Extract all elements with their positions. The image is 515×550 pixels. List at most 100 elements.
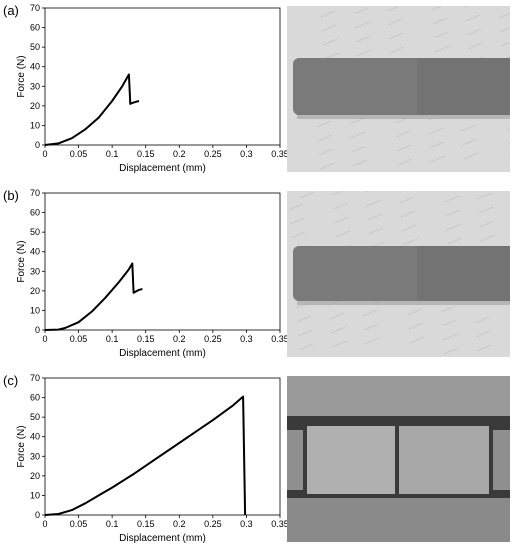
series-line bbox=[44, 395, 247, 516]
surface-texture bbox=[353, 7, 369, 15]
x-tick-label: 0.15 bbox=[137, 149, 155, 159]
surface-texture bbox=[400, 210, 416, 218]
y-tick-label: 40 bbox=[30, 247, 40, 257]
surface-texture bbox=[498, 12, 510, 19]
y-tick-label: 50 bbox=[30, 412, 40, 422]
surface-texture bbox=[462, 138, 478, 146]
x-tick-label: 0 bbox=[42, 519, 47, 529]
surface-texture bbox=[402, 238, 418, 246]
surface-texture bbox=[480, 234, 496, 242]
x-tick-label: 0.25 bbox=[204, 519, 222, 529]
force-displacement-chart: 0 0.05 0.1 0.15 0.2 0.25 0.3 0.35 0 10 20 30 40 50 60 7… bbox=[16, 188, 289, 359]
surface-texture bbox=[463, 152, 479, 160]
surface-texture bbox=[299, 191, 315, 199]
surface-texture bbox=[331, 340, 347, 348]
x-tick-label: 0.1 bbox=[106, 149, 119, 159]
specimen-photo bbox=[287, 376, 510, 542]
y-tick-label: 20 bbox=[30, 101, 40, 111]
surface-texture bbox=[395, 130, 411, 138]
surface-texture bbox=[317, 134, 333, 142]
y-tick-label: 30 bbox=[30, 451, 40, 461]
y-tick-label: 40 bbox=[30, 62, 40, 72]
x-tick-label: 0.2 bbox=[173, 334, 186, 344]
y-tick-label: 60 bbox=[30, 23, 40, 33]
x-tick-label: 0.25 bbox=[204, 334, 222, 344]
x-tick-label: 0.35 bbox=[271, 334, 289, 344]
y-tick-label: 70 bbox=[30, 3, 40, 13]
panel-label: (a) bbox=[3, 3, 19, 18]
specimen-photo-graphic bbox=[287, 6, 510, 172]
surface-texture bbox=[333, 202, 349, 210]
surface-texture bbox=[290, 231, 306, 239]
x-tick-label: 0.05 bbox=[70, 149, 88, 159]
surface-texture bbox=[289, 217, 305, 225]
surface-texture bbox=[296, 315, 312, 323]
y-tick-label: 10 bbox=[30, 490, 40, 500]
x-tick-label: 0.3 bbox=[240, 334, 253, 344]
surface-texture bbox=[429, 141, 445, 149]
surface-texture bbox=[322, 38, 338, 46]
specimen-photo-graphic bbox=[287, 376, 510, 542]
surface-texture bbox=[441, 319, 457, 327]
surface-texture bbox=[320, 10, 336, 18]
surface-texture bbox=[350, 131, 366, 139]
surface-texture bbox=[334, 216, 350, 224]
y-tick-label: 60 bbox=[30, 393, 40, 403]
specimen-photo-graphic bbox=[287, 191, 510, 357]
x-tick-label: 0.1 bbox=[106, 334, 119, 344]
x-tick-label: 0.35 bbox=[271, 149, 289, 159]
surface-texture bbox=[297, 329, 313, 337]
y-axis-title: Force (N) bbox=[16, 240, 27, 282]
surface-texture bbox=[432, 17, 448, 25]
y-axis-title: Force (N) bbox=[16, 425, 27, 467]
surface-texture bbox=[477, 192, 493, 200]
series-line bbox=[44, 73, 140, 146]
specimen-fragment-left bbox=[307, 426, 395, 494]
specimen-photo bbox=[287, 6, 510, 172]
y-tick-label: 50 bbox=[30, 42, 40, 52]
y-tick-label: 0 bbox=[35, 140, 40, 150]
plot-frame bbox=[44, 377, 281, 516]
surface-texture bbox=[396, 144, 412, 152]
surface-texture bbox=[479, 220, 495, 228]
specimen-photo bbox=[287, 191, 510, 357]
surface-texture bbox=[362, 309, 378, 317]
surface-texture bbox=[431, 6, 443, 11]
surface-texture bbox=[399, 196, 415, 204]
surface-texture bbox=[354, 21, 370, 29]
surface-texture bbox=[388, 32, 404, 40]
x-tick-label: 0 bbox=[42, 149, 47, 159]
surface-texture bbox=[466, 28, 482, 36]
surface-texture bbox=[355, 35, 371, 43]
x-axis-title: Displacement (mm) bbox=[119, 163, 206, 174]
y-tick-label: 70 bbox=[30, 188, 40, 198]
specimen-bar-end bbox=[417, 58, 510, 115]
y-tick-label: 20 bbox=[30, 471, 40, 481]
grip-right bbox=[493, 430, 510, 490]
y-tick-label: 20 bbox=[30, 286, 40, 296]
surface-texture bbox=[298, 343, 314, 351]
x-tick-label: 0.2 bbox=[173, 149, 186, 159]
surface-texture bbox=[387, 18, 403, 26]
surface-texture bbox=[351, 145, 367, 153]
surface-texture bbox=[364, 337, 380, 345]
surface-texture bbox=[356, 49, 372, 57]
surface-texture bbox=[367, 213, 383, 221]
y-tick-label: 10 bbox=[30, 120, 40, 130]
surface-texture bbox=[397, 158, 413, 166]
surface-texture bbox=[446, 223, 462, 231]
surface-texture bbox=[476, 344, 492, 352]
surface-texture bbox=[363, 323, 379, 331]
surface-texture bbox=[447, 237, 463, 245]
surface-texture bbox=[329, 312, 345, 320]
y-tick-label: 30 bbox=[30, 266, 40, 276]
surface-texture bbox=[407, 308, 423, 316]
y-tick-label: 0 bbox=[35, 510, 40, 520]
panel-a: (a) 0 0.05 0.1 0.15 0.2 0.25 0.3 0.35 0 10 20 30 40 5… bbox=[0, 0, 515, 180]
surface-texture bbox=[401, 224, 417, 232]
surface-texture bbox=[428, 127, 444, 135]
x-tick-label: 0.1 bbox=[106, 519, 119, 529]
force-displacement-chart: 0 0.05 0.1 0.15 0.2 0.25 0.3 0.35 0 10 20 30 40 50 60 7… bbox=[16, 373, 289, 544]
x-tick-label: 0.3 bbox=[240, 149, 253, 159]
surface-texture bbox=[319, 162, 335, 170]
